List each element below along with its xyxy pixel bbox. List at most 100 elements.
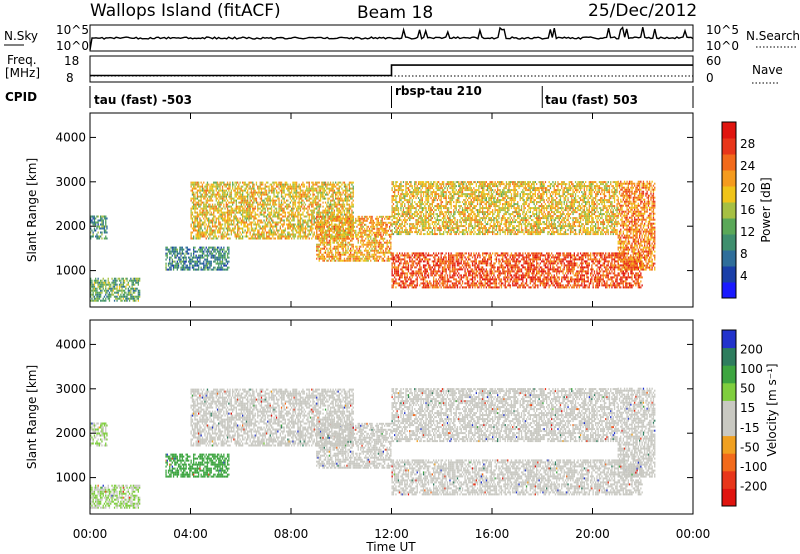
power-cell [319,247,322,250]
power-cell [233,183,235,186]
power-cell [93,279,96,282]
power-cell [250,223,253,226]
power-cell [380,215,382,218]
power-cell [193,266,195,269]
power-cell [327,211,329,214]
power-cell [436,284,438,287]
power-cell [455,280,457,283]
power-cell [209,207,211,210]
power-cell [350,255,352,258]
power-cell [283,229,285,232]
power-cell [102,285,104,288]
power-cell [324,193,327,196]
power-cell [106,291,108,294]
power-cell [115,297,117,300]
power-cell [449,258,451,261]
power-cell [194,256,196,259]
power-cell [100,293,102,296]
power-cell [341,241,343,244]
power-cell [215,225,217,228]
power-cell [196,250,199,253]
power-cell [273,181,275,184]
power-cell [471,270,474,273]
power-cell [90,285,92,288]
power-cell [267,213,269,216]
power-cell [96,281,98,284]
power-cell [200,233,202,236]
power-cell [259,237,261,240]
power-cell [106,227,108,230]
power-cell [249,187,251,190]
power-cell [199,217,201,220]
power-cell [411,272,413,275]
power-cell [237,181,239,184]
power-cell [338,223,340,226]
power-cell [341,193,343,196]
power-cell [249,191,251,194]
power-cell [355,219,357,222]
power-cell [291,207,293,210]
power-cell [120,295,122,298]
power-cell [250,191,253,194]
power-cell [332,217,334,220]
power-cell [411,262,413,265]
power-cell [196,213,199,216]
power-cell [108,281,111,284]
power-cell [132,281,134,284]
power-cell [209,203,211,206]
power-cell [397,272,400,275]
power-cell [90,293,92,296]
power-cell [275,199,278,202]
power-cell [92,283,94,286]
power-cell [299,197,302,200]
power-cell [394,276,396,279]
power-cell [240,199,242,202]
power-cell [324,235,327,238]
power-cell [326,233,328,236]
power-cell [340,243,342,246]
power-cell [218,231,220,234]
power-cell [218,246,220,249]
power-cell [405,260,407,263]
power-cell [343,243,346,246]
power-cell [329,215,332,218]
power-cell [371,227,373,230]
power-cell [319,213,322,216]
power-cell [98,285,101,288]
power-cell [373,233,376,236]
power-cell [264,207,266,210]
power-cell [294,191,297,194]
power-cell [341,199,343,202]
power-cell [216,266,219,269]
power-cell [468,258,470,261]
power-cell [362,255,364,258]
power-cell [103,237,106,240]
power-cell [279,183,281,186]
power-cell [204,191,206,194]
power-cell [247,207,249,210]
power-cell [301,183,303,186]
power-cell [346,197,348,200]
power-cell [243,225,245,228]
power-cell [348,259,351,262]
power-cell [342,243,344,246]
power-cell [268,221,270,224]
power-cell [221,256,224,259]
power-cell [376,215,378,218]
power-cell [451,276,454,279]
power-cell [348,199,351,202]
power-cell [373,227,376,230]
power-cell [380,241,382,244]
power-cell [440,276,442,279]
power-cell [365,259,367,262]
power-cell [267,237,269,240]
power-cell [267,201,269,204]
power-cell [190,225,192,228]
power-cell [224,268,226,271]
power-cell [347,197,349,200]
power-cell [420,258,422,261]
power-cell [456,258,459,261]
power-cell [340,205,342,208]
power-cell [280,187,283,190]
power-cell [265,217,268,220]
